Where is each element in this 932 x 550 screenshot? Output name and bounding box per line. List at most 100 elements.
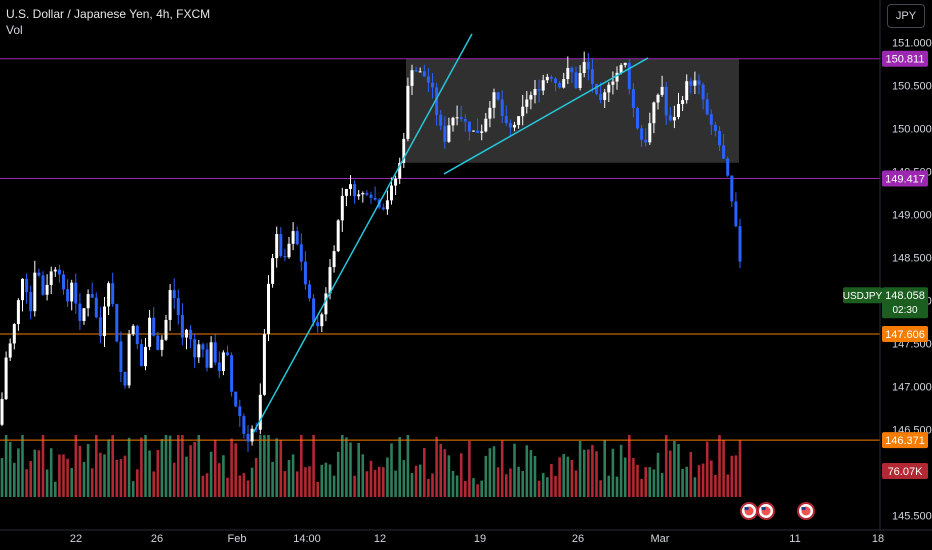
candle-body xyxy=(221,352,225,372)
range-box xyxy=(406,58,739,163)
candle-body xyxy=(107,283,111,307)
price-tick-label: 151.000 xyxy=(892,38,932,50)
candle-body xyxy=(705,99,709,115)
event-markers[interactable] xyxy=(740,502,815,520)
candle-body xyxy=(730,175,734,202)
candle-body xyxy=(722,145,726,159)
volume-bar xyxy=(62,454,65,497)
volume-bar xyxy=(201,475,205,497)
currency-button[interactable]: JPY xyxy=(887,4,925,28)
candle-body xyxy=(463,119,467,122)
volume-bar xyxy=(336,451,340,497)
candle-body xyxy=(234,391,238,407)
candle-body xyxy=(467,121,471,132)
candle-body xyxy=(0,399,4,425)
volume-bar xyxy=(738,440,742,497)
candle-body xyxy=(672,116,676,121)
volume-bar xyxy=(357,442,360,497)
volume-bar xyxy=(111,435,114,497)
us-flag-event-icon[interactable] xyxy=(757,502,775,520)
candle-body xyxy=(554,78,557,84)
volume-bar xyxy=(349,442,352,497)
volume-bar xyxy=(529,450,533,497)
volume-bar xyxy=(664,435,668,497)
candle-body xyxy=(189,329,193,340)
volume-bar xyxy=(17,448,20,497)
volume-bar xyxy=(484,455,488,497)
candle-body xyxy=(681,100,685,105)
candle-body xyxy=(275,234,279,259)
volume-bar xyxy=(86,443,90,497)
candle-body xyxy=(238,406,242,417)
volume-bar xyxy=(312,435,315,497)
us-flag-event-icon[interactable] xyxy=(797,502,815,520)
volume-bar xyxy=(464,480,467,497)
candle-body xyxy=(431,82,434,88)
volume-bar xyxy=(591,445,594,497)
volume-bar xyxy=(669,450,672,497)
volume-bar xyxy=(41,435,45,497)
volume-bar xyxy=(615,476,619,497)
volume-bar xyxy=(95,435,98,497)
candle-body xyxy=(435,87,439,115)
volume-bar xyxy=(423,448,426,497)
candle-body xyxy=(369,194,373,198)
volume-bar xyxy=(177,435,180,497)
volume-bar xyxy=(136,469,139,497)
us-flag-event-icon[interactable] xyxy=(740,502,758,520)
level-146371-text: 146.371 xyxy=(885,435,925,447)
candle-body xyxy=(320,314,324,327)
volume-bar xyxy=(259,435,262,497)
candle-body xyxy=(603,92,607,101)
candle-body xyxy=(488,107,492,119)
volume-bar xyxy=(279,439,283,497)
price-axis[interactable]: 151.000150.500150.000149.500149.000148.5… xyxy=(879,0,932,530)
volume-bar xyxy=(710,460,713,497)
volume-bar xyxy=(238,475,242,497)
volume-bar xyxy=(283,471,287,497)
volume-bar xyxy=(443,449,447,497)
candle-body xyxy=(525,99,529,107)
volume-bar xyxy=(550,463,553,497)
volume-bar xyxy=(509,468,512,497)
candle-body xyxy=(4,357,8,400)
volume-bar xyxy=(197,435,201,497)
candle-body xyxy=(713,124,717,132)
volume-bar xyxy=(295,471,299,497)
candle-body xyxy=(533,88,537,96)
candle-body xyxy=(385,200,389,210)
volume-bar xyxy=(308,466,311,497)
volume-bar xyxy=(37,450,41,497)
candle-body xyxy=(135,325,139,345)
volume-bar xyxy=(603,440,606,497)
candle-body xyxy=(644,139,648,143)
volume-bar xyxy=(246,480,250,497)
candle-body xyxy=(25,278,29,293)
time-axis[interactable]: 22 26 Feb 14:00 12 19 26 Mar 11 18 xyxy=(0,529,932,545)
candle-body xyxy=(94,297,98,318)
volume-bar xyxy=(263,435,266,497)
candle-body xyxy=(349,184,352,189)
candle-body xyxy=(726,158,730,176)
price-tick-label: 150.500 xyxy=(892,81,932,93)
candle-body xyxy=(652,102,656,124)
volume-bar xyxy=(652,469,656,497)
volume-bar xyxy=(521,471,524,497)
candle-body xyxy=(111,283,115,305)
volume-bar xyxy=(500,440,504,497)
candle-body xyxy=(86,294,90,309)
candle-body xyxy=(697,80,701,85)
volume-bar xyxy=(193,441,196,497)
volume-bar xyxy=(103,454,106,497)
volume-bar xyxy=(234,443,237,497)
volume-bar xyxy=(242,473,246,497)
volume-bar xyxy=(398,437,401,497)
candle-body xyxy=(98,317,102,337)
candle-body xyxy=(74,282,78,304)
candle-body xyxy=(8,343,12,358)
volume-bar xyxy=(119,459,123,497)
candle-body xyxy=(90,294,94,298)
candle-body xyxy=(660,86,664,95)
